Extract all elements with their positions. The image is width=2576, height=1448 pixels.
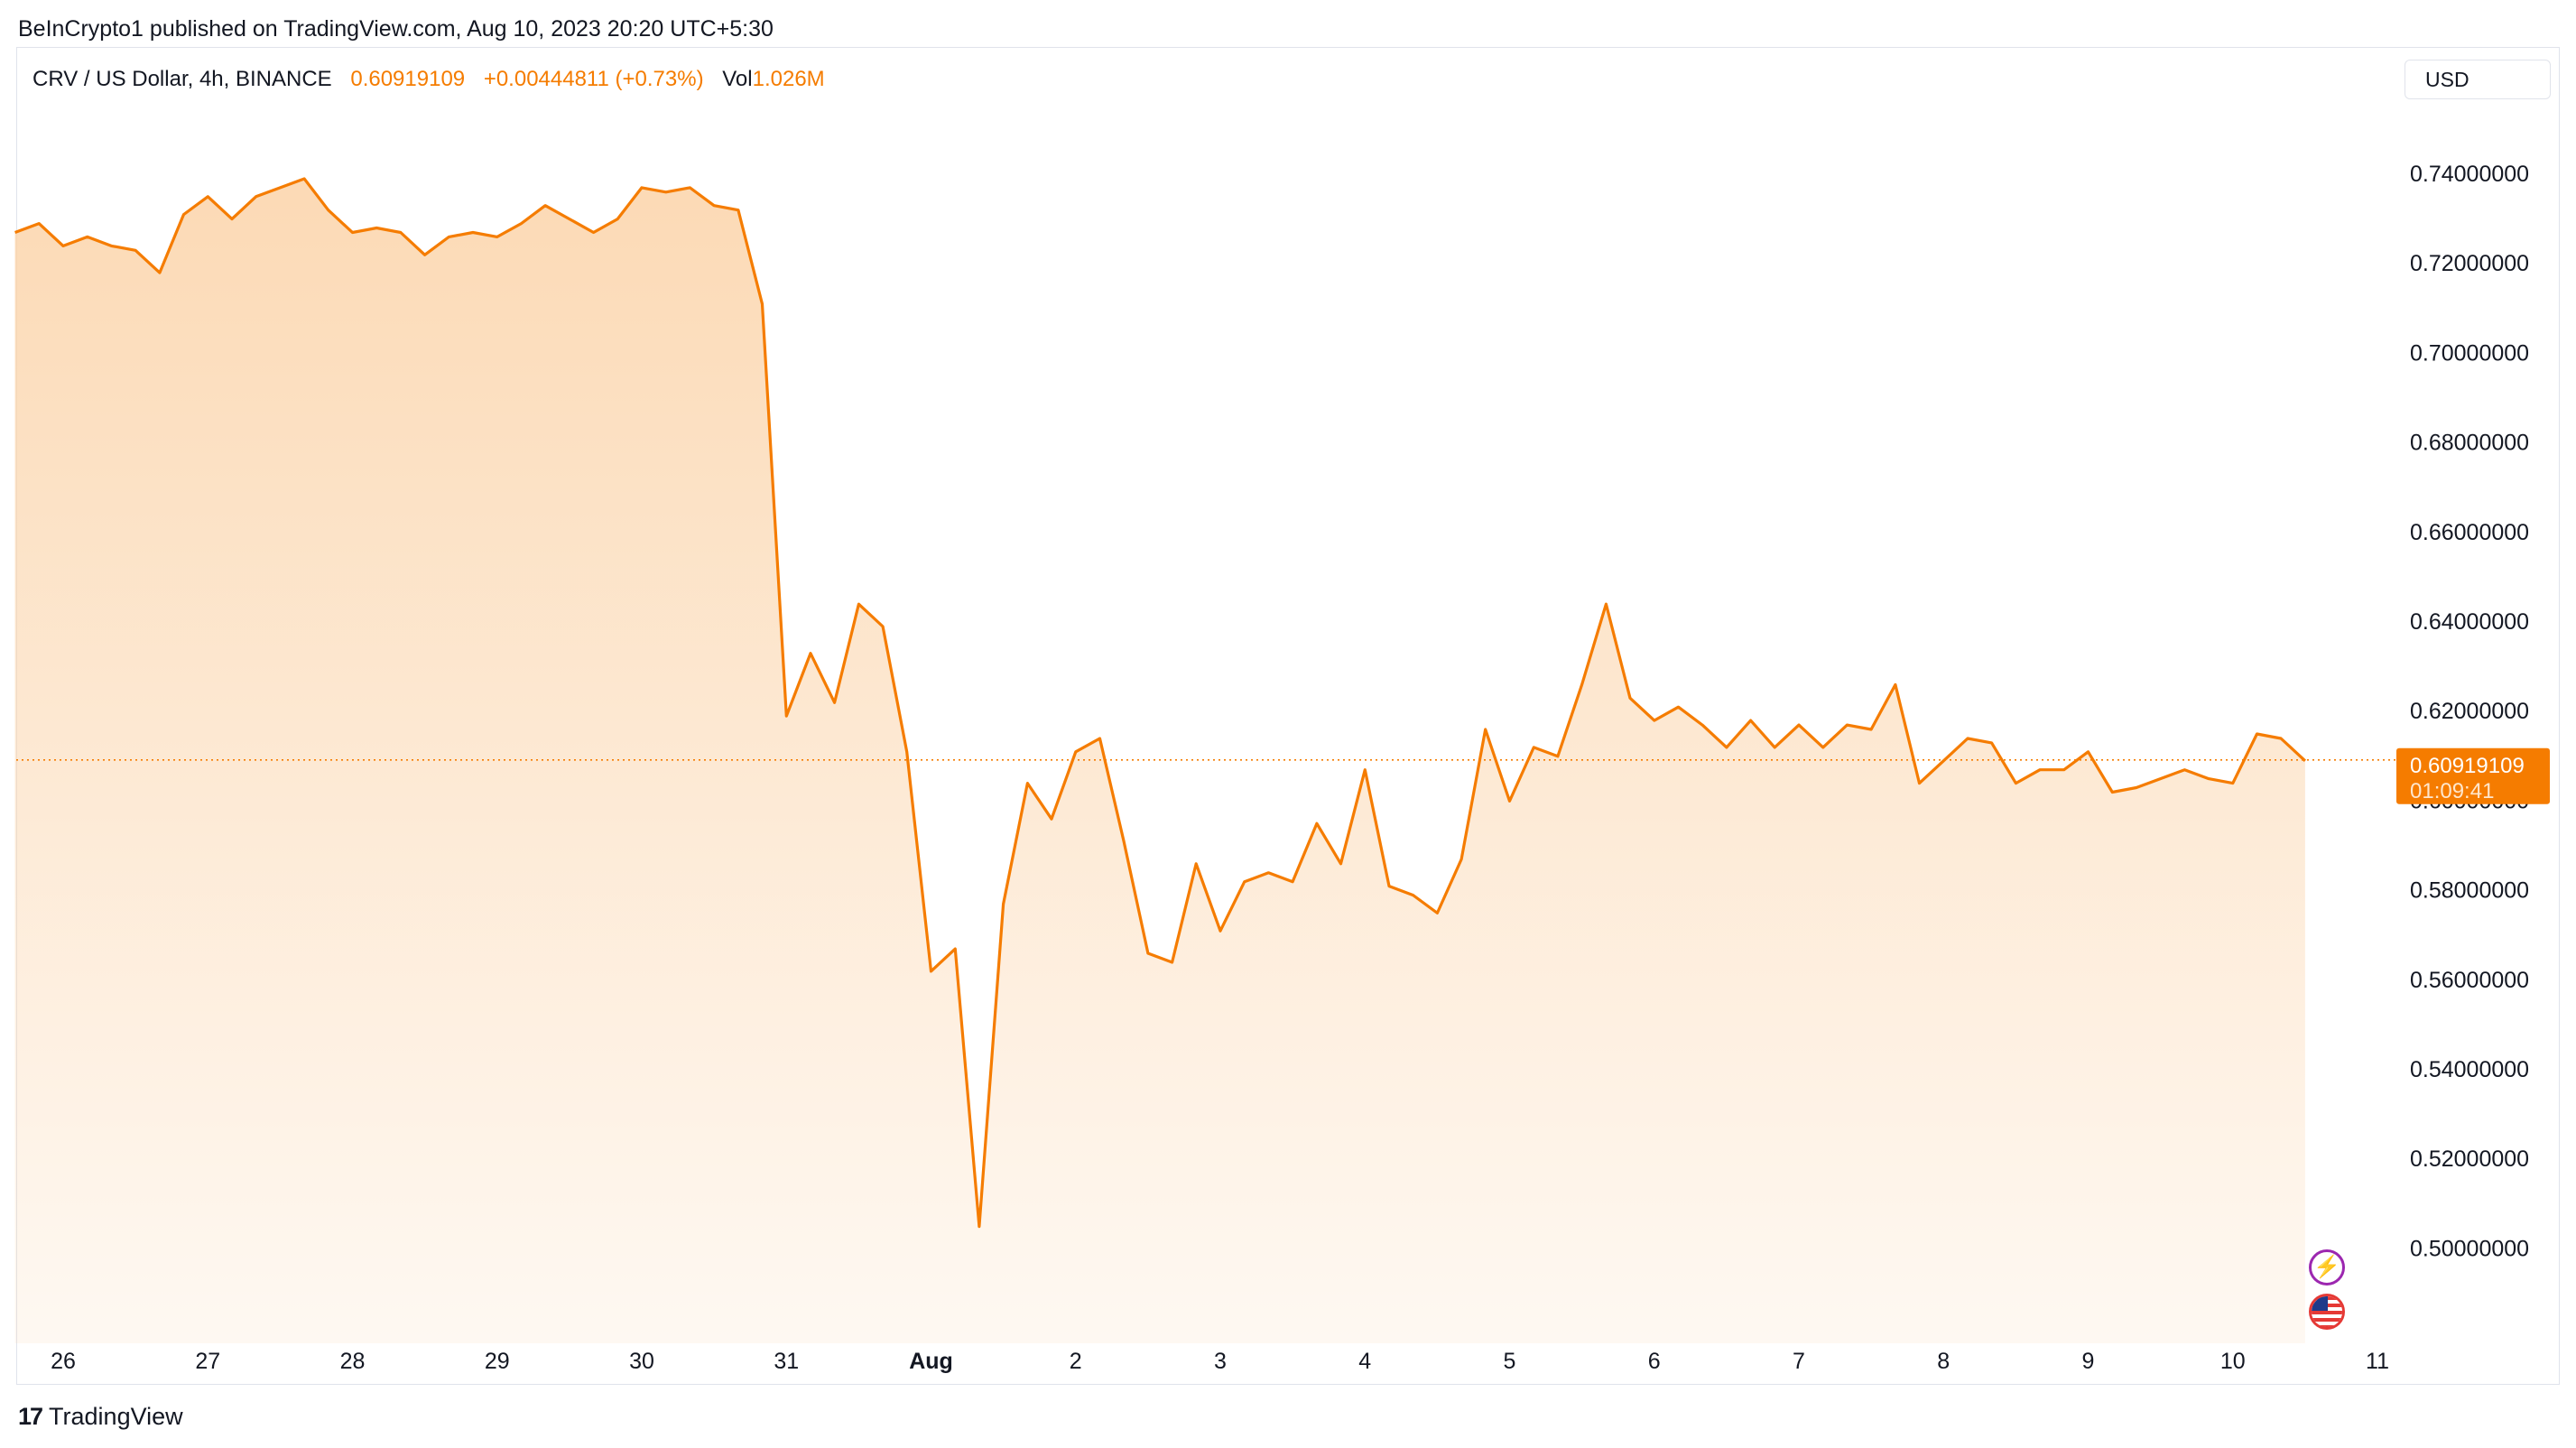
symbol-title[interactable]: CRV / US Dollar, 4h, BINANCE [32, 67, 332, 91]
x-tick-label: 6 [1648, 1349, 1661, 1374]
y-tick-label: 0.70000000 [2410, 340, 2529, 366]
last-price-label: 0.60919109 01:09:41 [2396, 747, 2550, 804]
y-tick-label: 0.64000000 [2410, 609, 2529, 635]
currency-button[interactable]: USD [2405, 60, 2551, 99]
x-tick-label: 2 [1070, 1349, 1082, 1374]
last-price-label-value: 0.60919109 [2410, 754, 2525, 778]
x-tick-label: 9 [2082, 1349, 2095, 1374]
x-tick-label: 4 [1358, 1349, 1371, 1374]
y-tick-label: 0.74000000 [2410, 162, 2529, 187]
tradingview-logo-text: TradingView [49, 1403, 183, 1430]
price-axis[interactable]: 0.74000000 0.72000000 0.70000000 0.68000000… [2410, 162, 2529, 1261]
x-tick-label: 27 [195, 1349, 220, 1374]
x-tick-label: 7 [1793, 1349, 1805, 1374]
y-tick-label: 0.50000000 [2410, 1236, 2529, 1261]
y-tick-label: 0.62000000 [2410, 699, 2529, 724]
legend-volume-value: 1.026M [752, 67, 825, 91]
x-tick-label: 10 [2220, 1349, 2246, 1374]
y-tick-label: 0.56000000 [2410, 968, 2529, 993]
x-tick-label: 31 [774, 1349, 799, 1374]
tradingview-logo-icon: 17 [18, 1403, 43, 1430]
time-axis[interactable]: 26 27 28 29 30 31 Aug 2 3 4 5 6 7 8 9 10 11 [51, 1349, 2389, 1374]
price-area [14, 179, 2305, 1343]
publisher-line: BeInCrypto1 published on TradingView.com… [18, 16, 774, 42]
bolt-icon[interactable]: ⚡ [2309, 1249, 2345, 1286]
x-tick-label: 11 [2366, 1349, 2389, 1374]
x-tick-label: 29 [485, 1349, 510, 1374]
legend-price: 0.60919109 [350, 67, 466, 91]
y-tick-label: 0.58000000 [2410, 878, 2529, 904]
price-line-layer [14, 177, 2306, 1229]
x-tick-label: 3 [1214, 1349, 1227, 1374]
y-tick-label: 0.54000000 [2410, 1057, 2529, 1082]
x-tick-label: 5 [1504, 1349, 1516, 1374]
last-price-label-bg [2396, 747, 2550, 804]
tradingview-logo[interactable]: 17 TradingView [18, 1403, 183, 1431]
price-line [14, 177, 2306, 1229]
price-area-fill [14, 179, 2305, 1343]
symbol-legend[interactable]: CRV / US Dollar, 4h, BINANCE 0.60919109 … [32, 67, 838, 92]
y-tick-label: 0.66000000 [2410, 520, 2529, 545]
x-tick-label: 26 [51, 1349, 76, 1374]
y-tick-label: 0.72000000 [2410, 251, 2529, 276]
x-tick-label: 28 [340, 1349, 366, 1374]
x-tick-label: Aug [909, 1349, 953, 1374]
x-tick-label: 8 [1937, 1349, 1950, 1374]
us-flag-icon[interactable] [2309, 1294, 2345, 1330]
y-tick-label: 0.52000000 [2410, 1146, 2529, 1172]
legend-volume-label: Vol [722, 67, 753, 91]
x-tick-label: 30 [629, 1349, 654, 1374]
legend-change: +0.00444811 (+0.73%) [483, 67, 704, 91]
y-tick-label: 0.68000000 [2410, 431, 2529, 456]
last-price-label-countdown: 01:09:41 [2410, 779, 2494, 803]
